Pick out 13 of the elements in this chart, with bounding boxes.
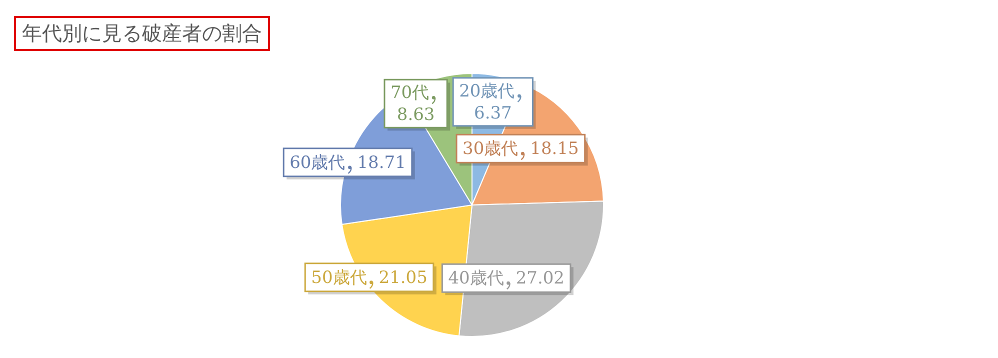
slice-label: 40歳代 bbox=[448, 268, 504, 289]
slice-label: 50歳代 bbox=[311, 268, 367, 288]
slice-label: 70代 bbox=[390, 83, 430, 104]
data-label: 6.37 bbox=[474, 103, 512, 124]
data-label: 21.05 bbox=[378, 268, 428, 288]
data-label: 27.02 bbox=[516, 268, 564, 289]
chart-title: 年代別に見る破産者の割合 bbox=[14, 16, 270, 51]
slice-label: 30歳代 bbox=[462, 139, 518, 160]
data-label: 18.15 bbox=[530, 139, 579, 160]
slice-label: 20歳代 bbox=[459, 81, 515, 102]
slice-label: 60歳代 bbox=[290, 152, 346, 173]
data-label: 8.63 bbox=[396, 105, 435, 126]
data-label: 18.71 bbox=[357, 152, 406, 173]
